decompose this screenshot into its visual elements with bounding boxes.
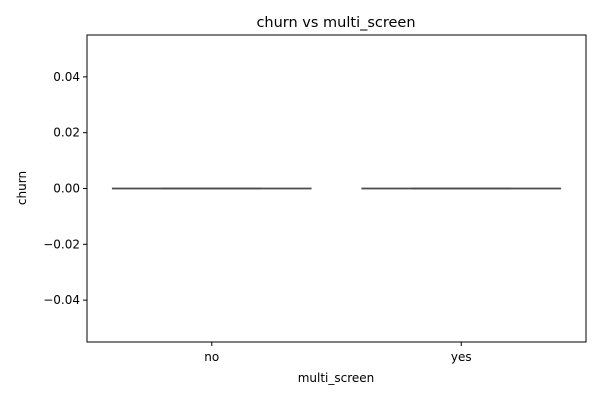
y-tick-label: 0.00 [53,182,80,196]
y-tick-label: 0.02 [53,126,80,140]
chart-title: churn vs multi_screen [256,15,415,31]
y-axis: 0.04 0.02 0.00 −0.02 −0.04 [43,70,87,307]
y-tick-label: −0.02 [43,237,80,251]
y-axis-label: churn [15,171,29,205]
x-tick-label: yes [451,350,472,364]
x-tick-label: no [204,350,219,364]
x-axis-label: multi_screen [298,371,375,385]
y-tick-label: −0.04 [43,293,80,307]
x-axis: no yes [204,342,472,364]
y-tick-label: 0.04 [53,70,80,84]
